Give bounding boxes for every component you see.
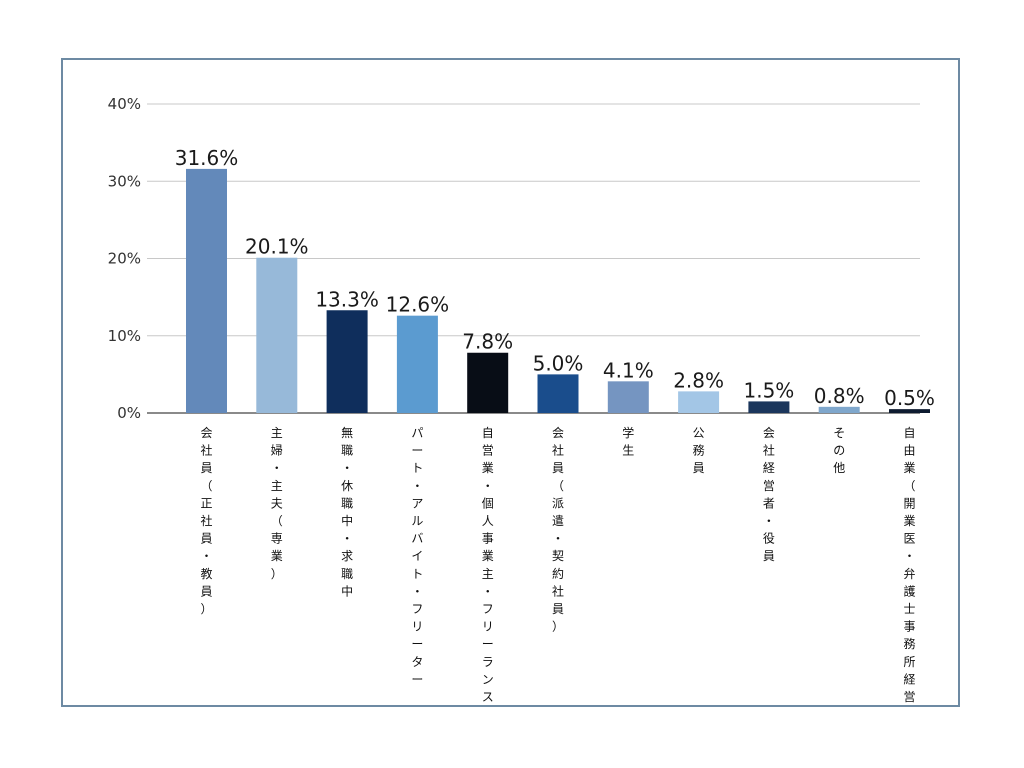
bar <box>396 315 438 413</box>
x-tick-label: 自由業（開業医・弁護士事務所経営など） <box>903 426 915 705</box>
bar <box>256 257 298 413</box>
x-tick-label: 公務員 <box>693 426 705 475</box>
bar <box>186 168 227 413</box>
data-label: 0.5% <box>884 386 935 410</box>
bar <box>818 406 860 413</box>
data-label: 4.1% <box>603 358 654 382</box>
data-label: 12.6% <box>386 293 450 317</box>
x-tick-label: 学生 <box>622 425 634 458</box>
y-tick-label: 20% <box>108 250 141 268</box>
data-label: 31.6% <box>175 146 239 170</box>
data-label: 0.8% <box>814 384 865 408</box>
chart-frame: 0% 10% 20% 30% 40% 31.6% 会社員（正社員・教員） 20.1% 主婦・主夫… <box>61 58 960 707</box>
x-tick-label: 会社員（派遣・契約社員） <box>552 426 564 634</box>
x-tick-label: 会社経営者・役員 <box>763 426 775 563</box>
data-label: 1.5% <box>743 378 794 402</box>
data-label: 2.8% <box>673 368 724 392</box>
x-tick-label: その他 <box>833 426 845 475</box>
y-tick-label: 10% <box>108 327 141 345</box>
x-tick-label: 自営業・個人事業主・フリーランス <box>482 426 494 704</box>
x-tick-label: パート・アルバイト・フリーター <box>411 426 423 686</box>
y-tick-label: 30% <box>108 172 141 190</box>
data-label: 13.3% <box>315 287 379 311</box>
bar <box>748 401 790 413</box>
x-tick-label: 無職・休職中・求職中 <box>341 425 353 598</box>
data-label: 7.8% <box>462 330 513 354</box>
bar <box>678 391 720 413</box>
x-tick-label: 主婦・主夫（専業） <box>271 426 283 581</box>
bar <box>326 310 368 413</box>
bar <box>607 381 649 413</box>
bar <box>467 352 509 413</box>
x-tick-label: 会社員（正社員・教員） <box>200 426 212 616</box>
y-tick-label: 0% <box>117 404 141 422</box>
data-label: 5.0% <box>533 351 584 375</box>
data-label: 20.1% <box>245 235 309 259</box>
bar-chart: 0% 10% 20% 30% 40% 31.6% 会社員（正社員・教員） 20.1% 主婦・主夫… <box>108 95 935 705</box>
bar <box>889 409 930 413</box>
y-tick-label: 40% <box>108 95 141 113</box>
bar <box>537 374 579 413</box>
